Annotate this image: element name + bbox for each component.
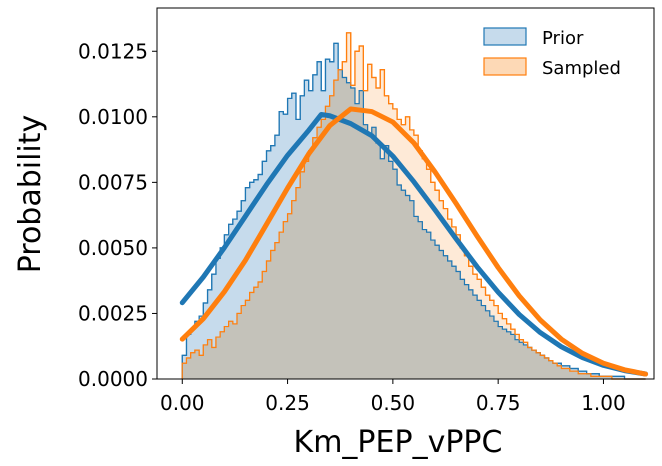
x-tick-label: 0.00 — [160, 391, 205, 415]
y-tick-label: 0.0100 — [78, 105, 148, 129]
y-tick-label: 0.0075 — [78, 170, 148, 194]
x-axis-title: Km_PEP_vPPC — [294, 425, 503, 460]
legend-label-prior: Prior — [542, 28, 584, 49]
x-tick-label: 0.25 — [265, 391, 310, 415]
histogram-edge-sampled — [181, 32, 646, 380]
y-tick-label: 0.0125 — [78, 39, 148, 63]
legend-swatch-prior — [483, 27, 527, 46]
ticks: 0.00 0.25 0.50 0.75 1.00 0.0000 0.0025 0.0050 0.… — [78, 39, 626, 415]
legend-swatch-sampled — [483, 57, 527, 76]
x-tick-label: 0.75 — [476, 391, 521, 415]
x-tick-label: 0.50 — [371, 391, 416, 415]
y-axis-title: Probability — [13, 115, 48, 274]
axes-frame — [156, 7, 655, 380]
y-tick-label: 0.0025 — [78, 301, 148, 325]
x-tick-label: 1.00 — [581, 391, 626, 415]
fit-curve-prior-fit — [179, 111, 649, 377]
fit-curve-sampled-fit — [179, 106, 649, 377]
y-tick-label: 0.0050 — [78, 236, 148, 260]
y-tick-label: 0.0000 — [78, 367, 148, 391]
plot-area — [179, 32, 649, 380]
legend-label-sampled: Sampled — [542, 58, 621, 79]
histogram-overlap — [182, 69, 646, 379]
legend: Prior Sampled — [483, 27, 621, 79]
